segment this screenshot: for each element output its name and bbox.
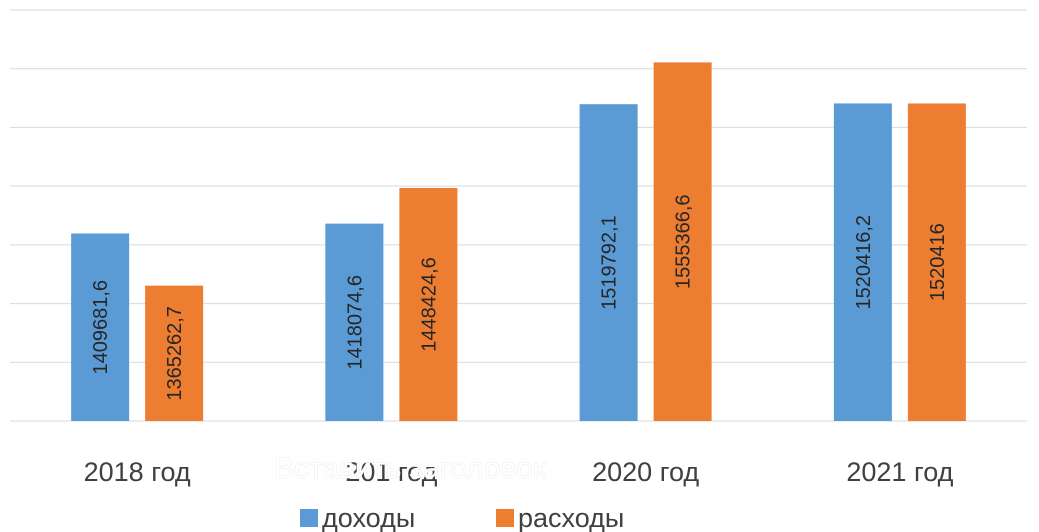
legend-swatch [300,509,318,527]
category-axis: 2018 год 201 год 2020 год 2021 год [84,457,954,487]
bar-income-2 [579,104,638,422]
data-label: 1520416,2 [853,215,875,310]
data-label: 1418074,6 [344,275,366,370]
legend-swatch [496,509,514,527]
x-tick-label: 2018 год [84,457,191,487]
legend: доходы расходы [300,503,624,532]
bar-expenses-1 [399,187,458,421]
data-label: 1555366,6 [673,194,695,289]
x-tick-label: 2020 год [592,457,699,487]
bars [71,62,966,422]
bar-expenses-2 [653,62,712,422]
data-label: 1365262,7 [164,306,186,401]
bar-income-0 [71,233,130,421]
bar-expenses-0 [145,285,204,421]
bar-income-3 [833,103,892,422]
x-tick-label: 2021 год [846,457,953,487]
data-label: 1520416 [927,223,949,301]
legend-label: расходы [518,503,624,532]
x-tick-label: 201 год [345,457,437,487]
bar-income-1 [325,223,384,421]
watermark-text: Вставить заголовок [274,452,547,485]
legend-label: доходы [322,503,415,532]
data-label: 1519792,1 [599,215,621,310]
data-label: 1448424,6 [418,257,440,352]
data-labels: 1409681,6 1365262,7 1418074,6 1448424,6 1519… [90,194,949,400]
bar-expenses-3 [907,103,966,422]
data-label: 1409681,6 [90,280,112,375]
